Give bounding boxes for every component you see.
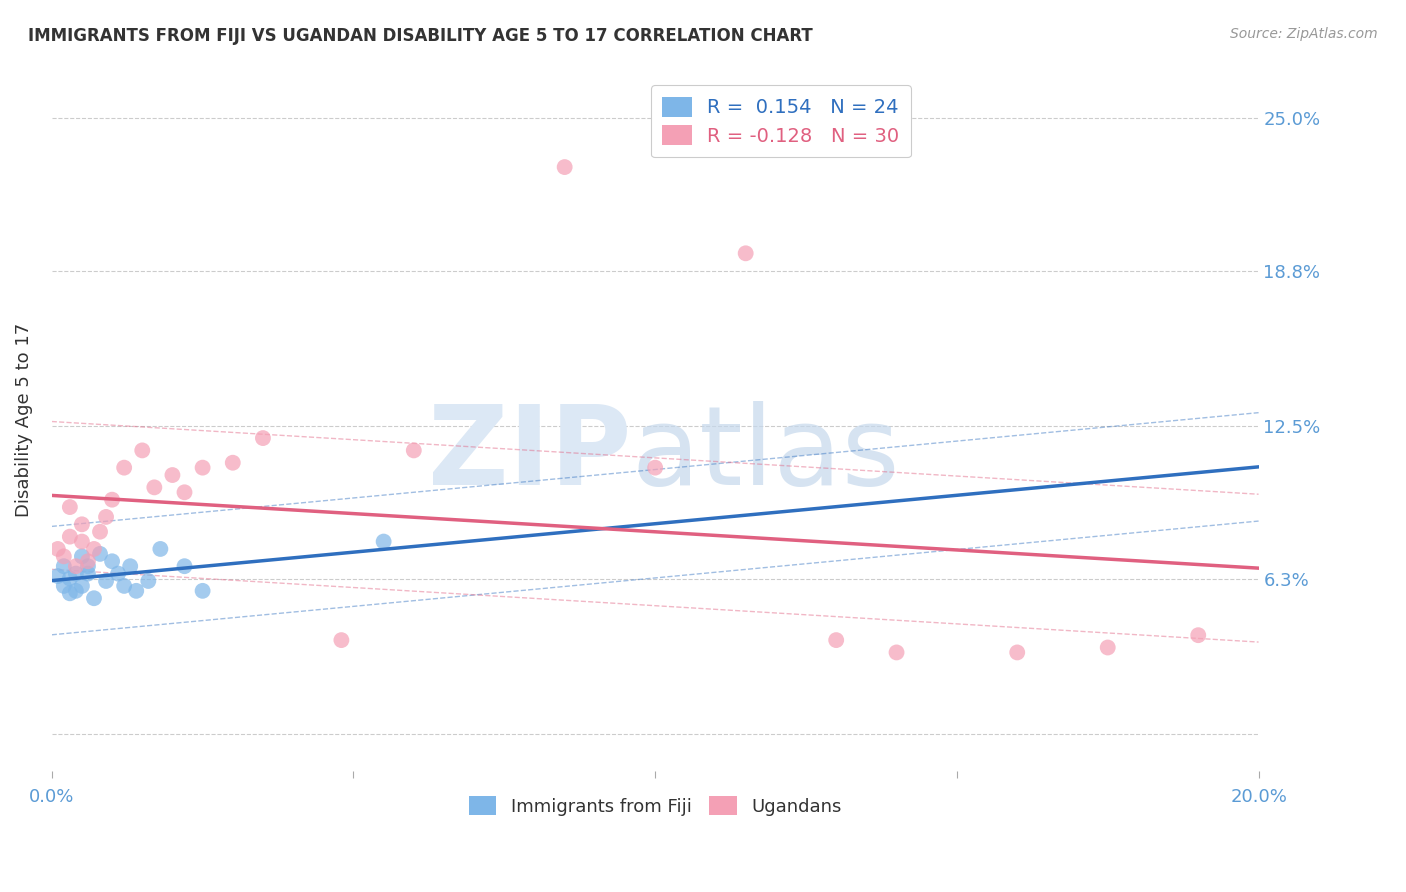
Point <box>222 456 245 470</box>
Point <box>77 554 100 568</box>
Point <box>112 579 135 593</box>
Point <box>1005 645 1028 659</box>
Point <box>886 645 908 659</box>
Point <box>70 534 93 549</box>
Point <box>94 574 117 588</box>
Point <box>65 559 87 574</box>
Point <box>373 534 395 549</box>
Point <box>65 566 87 581</box>
Point <box>46 569 69 583</box>
Point <box>59 586 82 600</box>
Point <box>131 443 153 458</box>
Point <box>101 554 124 568</box>
Point <box>83 541 105 556</box>
Point <box>330 633 353 648</box>
Point <box>59 572 82 586</box>
Point <box>191 583 214 598</box>
Point <box>52 559 75 574</box>
Point <box>77 559 100 574</box>
Point <box>136 574 159 588</box>
Point <box>46 541 69 556</box>
Point <box>70 549 93 564</box>
Point <box>77 566 100 581</box>
Point <box>149 541 172 556</box>
Point <box>191 460 214 475</box>
Point <box>143 480 166 494</box>
Point <box>644 460 666 475</box>
Point <box>94 510 117 524</box>
Text: Source: ZipAtlas.com: Source: ZipAtlas.com <box>1230 27 1378 41</box>
Text: 20.0%: 20.0% <box>1230 788 1286 806</box>
Text: IMMIGRANTS FROM FIJI VS UGANDAN DISABILITY AGE 5 TO 17 CORRELATION CHART: IMMIGRANTS FROM FIJI VS UGANDAN DISABILI… <box>28 27 813 45</box>
Point <box>402 443 425 458</box>
Text: atlas: atlas <box>631 401 900 508</box>
Point <box>252 431 274 445</box>
Point <box>101 492 124 507</box>
Point <box>120 559 142 574</box>
Point <box>1187 628 1209 642</box>
Point <box>173 485 195 500</box>
Point <box>65 583 87 598</box>
Point <box>89 524 111 539</box>
Point <box>52 579 75 593</box>
Point <box>89 547 111 561</box>
Point <box>70 517 93 532</box>
Point <box>59 530 82 544</box>
Point <box>162 468 184 483</box>
Point <box>52 549 75 564</box>
Point <box>112 460 135 475</box>
Text: ZIP: ZIP <box>427 401 631 508</box>
Point <box>554 160 576 174</box>
Point <box>83 591 105 606</box>
Point <box>173 559 195 574</box>
Point <box>1097 640 1119 655</box>
Point <box>107 566 129 581</box>
Point <box>125 583 148 598</box>
Y-axis label: Disability Age 5 to 17: Disability Age 5 to 17 <box>15 323 32 516</box>
Text: 0.0%: 0.0% <box>30 788 75 806</box>
Point <box>825 633 848 648</box>
Point <box>70 579 93 593</box>
Legend: Immigrants from Fiji, Ugandans: Immigrants from Fiji, Ugandans <box>460 788 851 825</box>
Point <box>734 246 756 260</box>
Point <box>59 500 82 514</box>
